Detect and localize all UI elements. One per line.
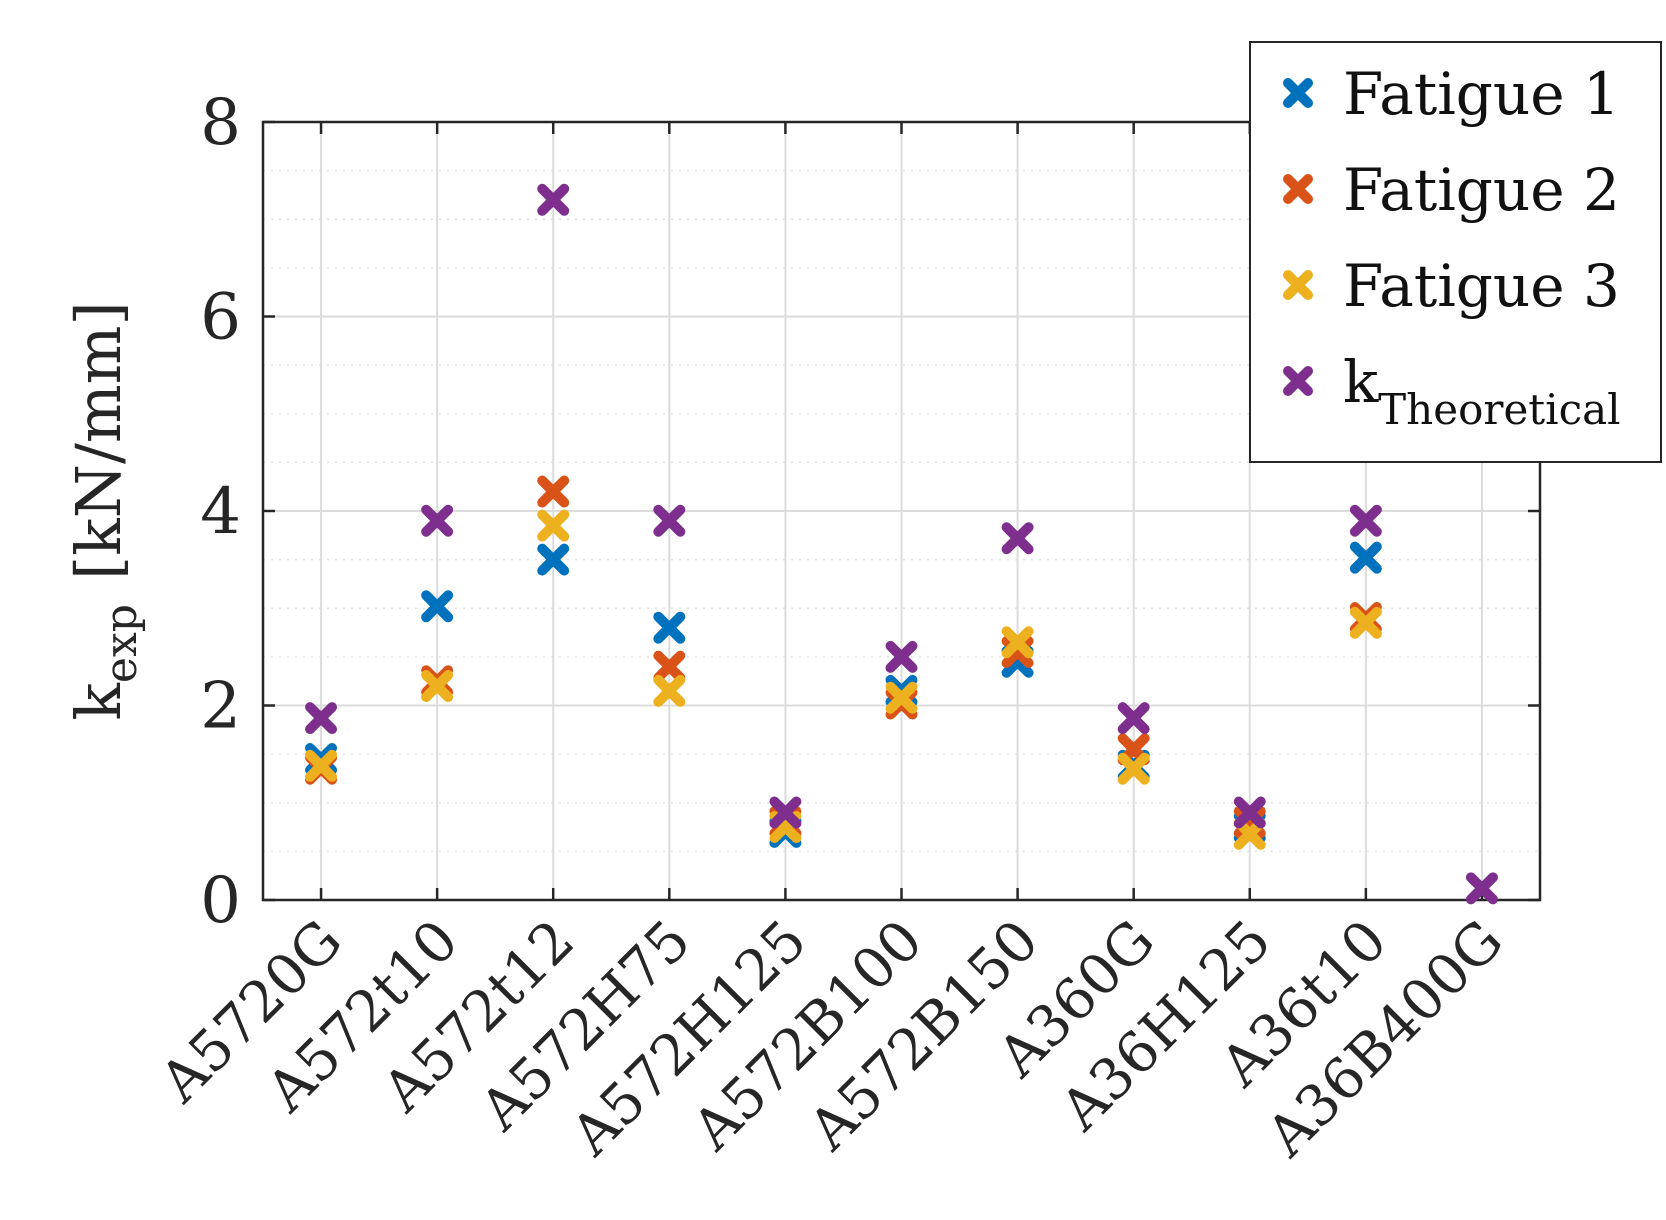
data-point (653, 504, 686, 537)
y-tick-label: 6 (200, 281, 241, 355)
data-point (421, 504, 454, 537)
y-axis-label-main: k (62, 683, 135, 721)
data-point (537, 509, 570, 542)
data-point (653, 650, 686, 683)
data-point (653, 674, 686, 707)
data-point (1233, 796, 1266, 829)
data-point (537, 475, 570, 508)
data-point (537, 183, 570, 216)
data-point (1117, 752, 1150, 785)
data-point (305, 749, 338, 782)
legend-marker (1283, 366, 1313, 396)
legend-label-sub: Theoretical (1378, 385, 1620, 434)
legend-label: Fatigue 1 (1343, 60, 1620, 128)
y-axis-label: kexp [kN/mm] (62, 301, 147, 720)
y-tick-label: 4 (200, 475, 241, 549)
data-point (1349, 504, 1382, 537)
legend-label-main: Fatigue 3 (1343, 252, 1620, 320)
y-tick-label: 8 (200, 86, 241, 160)
legend-label: kTheoretical (1343, 348, 1621, 434)
y-tick-label: 2 (200, 670, 241, 744)
data-point (1349, 541, 1382, 574)
data-point (1349, 606, 1382, 639)
y-axis-label-sub: exp (96, 604, 147, 683)
data-point (537, 543, 570, 576)
data-point (885, 640, 918, 673)
legend-marker (1283, 270, 1313, 300)
data-point (1001, 626, 1034, 659)
data-point (1117, 702, 1150, 735)
legend-label-main: Fatigue 1 (1343, 60, 1620, 128)
legend: Fatigue 1 Fatigue 2 Fatigue 3 kTheoretical (1249, 41, 1662, 463)
data-point (653, 611, 686, 644)
y-axis: 0 2 4 6 8 (200, 86, 1540, 938)
data-point (885, 681, 918, 714)
y-tick-label: 0 (200, 864, 241, 938)
data-point (769, 796, 802, 829)
data-point (305, 702, 338, 735)
data-point (421, 590, 454, 623)
legend-marker (1283, 174, 1313, 204)
data-markers (305, 183, 1498, 905)
legend-label: Fatigue 3 (1343, 252, 1620, 320)
legend-label: Fatigue 2 (1343, 156, 1620, 224)
data-point (1465, 872, 1498, 905)
legend-label-main: k (1343, 348, 1379, 416)
data-point (421, 670, 454, 703)
legend-marker (1283, 78, 1313, 108)
y-axis-label-unit: [kN/mm] (62, 301, 135, 580)
legend-box (1249, 41, 1662, 463)
data-point (1001, 522, 1034, 555)
legend-label-main: Fatigue 2 (1343, 156, 1620, 224)
